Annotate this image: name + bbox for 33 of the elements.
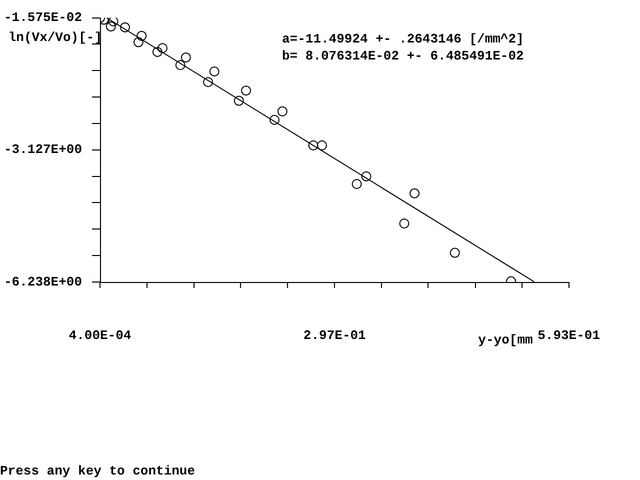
y-tick-label: -1.575E-02 bbox=[4, 10, 82, 26]
point bbox=[203, 77, 214, 88]
text: Press any key to continue bbox=[0, 463, 196, 478]
point bbox=[209, 66, 220, 76]
point bbox=[316, 140, 327, 150]
annotation: a=-11.49924 +- .2643146 [/mm^2] bbox=[282, 31, 524, 46]
point bbox=[277, 106, 288, 116]
point bbox=[136, 30, 147, 41]
x-tick-label: 5.93E-01 bbox=[538, 328, 600, 344]
y-axis-title: ln(Vx/Vo)[-] bbox=[8, 30, 102, 46]
x-tick-label: 2.97E-01 bbox=[303, 328, 366, 344]
point bbox=[450, 248, 460, 258]
point bbox=[180, 52, 191, 62]
point bbox=[270, 114, 280, 125]
point bbox=[352, 179, 362, 189]
y-tick-label: -3.127E+00 bbox=[4, 142, 82, 158]
point bbox=[241, 86, 252, 96]
point bbox=[308, 140, 318, 150]
x-tick-label: 4.00E-04 bbox=[68, 328, 132, 344]
y-tick-label: -6.238E+00 bbox=[4, 274, 82, 290]
point bbox=[152, 46, 162, 57]
point bbox=[399, 218, 410, 228]
point bbox=[175, 60, 186, 70]
point bbox=[106, 21, 116, 32]
x-axis-title: y-yo[mm bbox=[478, 332, 533, 348]
point bbox=[157, 43, 168, 54]
point bbox=[410, 188, 420, 198]
point bbox=[108, 18, 118, 26]
point bbox=[133, 37, 144, 48]
point bbox=[234, 96, 244, 106]
point bbox=[361, 171, 372, 182]
annotation: b= 8.076314E-02 +- 6.485491E-02 bbox=[282, 48, 524, 64]
point bbox=[120, 22, 130, 32]
